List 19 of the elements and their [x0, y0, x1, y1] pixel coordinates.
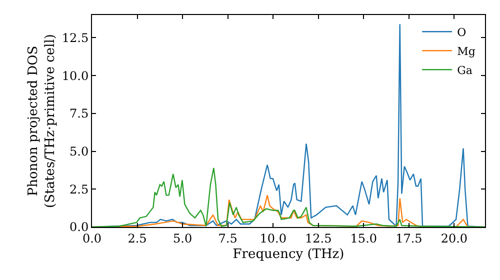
legend-label: Ga [457, 64, 473, 77]
x-tick-label: 12.5 [305, 231, 332, 246]
x-axis-title: Frequency (THz) [232, 247, 344, 262]
x-tick-label: 17.5 [396, 231, 422, 246]
legend-label: O [457, 26, 466, 39]
y-tick-label: 12.5 [62, 30, 89, 45]
x-tick-label: 2.5 [128, 231, 147, 246]
y-tick-label: 7.5 [70, 106, 89, 121]
y-tick-label: 5.0 [70, 144, 89, 158]
y-tick-label: 2.5 [70, 182, 89, 196]
legend-label: Mg [457, 44, 476, 58]
x-tick-label: 7.5 [218, 231, 238, 246]
x-tick-label: 20.0 [440, 231, 468, 246]
x-tick-label: 5.0 [173, 231, 192, 246]
y-axis-title: Phonon projected DOS (States/THz·primitive cell) [26, 34, 58, 208]
x-tick-label: 15.0 [350, 231, 378, 246]
y-tick-label: 10.0 [62, 68, 89, 83]
line-series [92, 167, 485, 227]
x-tick-label: 10.0 [260, 231, 286, 246]
